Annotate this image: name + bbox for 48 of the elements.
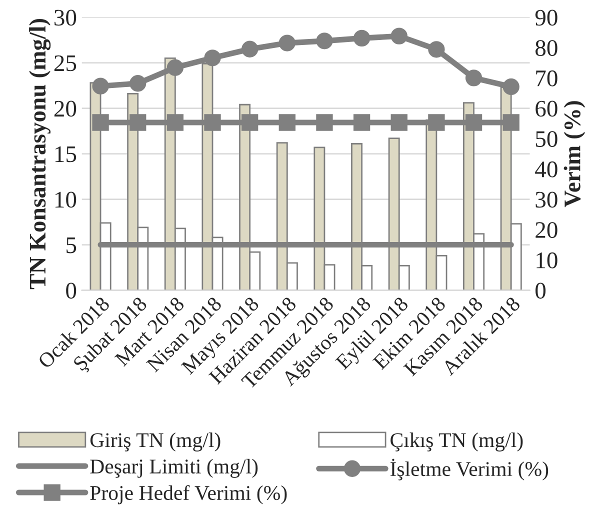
point <box>166 114 184 131</box>
y-axis-title: TN Konsantrasyonu (mg/l) <box>29 19 51 290</box>
legend-label: Giriş TN (mg/l) <box>90 432 220 452</box>
point <box>166 59 184 76</box>
point <box>316 114 333 131</box>
point <box>130 75 146 92</box>
point <box>390 28 408 44</box>
y-tick-label: 25 <box>54 55 76 72</box>
y-tick-label: 10 <box>55 192 76 208</box>
legend-label: Proje Hedef Verimi (%) <box>90 485 287 504</box>
y2-tick-label: 60 <box>536 100 558 117</box>
y-tick-label: 30 <box>54 10 76 26</box>
point <box>130 114 146 131</box>
point <box>353 114 370 131</box>
point <box>278 34 296 52</box>
point <box>204 114 221 131</box>
point <box>92 78 109 94</box>
point <box>241 40 258 58</box>
point <box>502 114 520 131</box>
point <box>316 32 333 50</box>
legend-label: Çıkış TN (mg/l) <box>390 432 523 452</box>
y2-tick-label: 50 <box>536 131 558 148</box>
point <box>92 114 109 131</box>
point <box>204 50 221 66</box>
point <box>241 114 258 131</box>
y-tick-label: 15 <box>55 146 76 162</box>
y2-tick-label: 40 <box>535 161 558 178</box>
y-tick-label: 5 <box>66 237 76 254</box>
y2-tick-label: 80 <box>536 40 558 56</box>
y2-tick-label: 70 <box>536 70 558 86</box>
point <box>390 114 408 131</box>
point <box>502 78 520 96</box>
y2-tick-label: 20 <box>536 222 558 238</box>
y2-tick-label: 90 <box>535 10 558 26</box>
y2-tick-label: 30 <box>536 192 558 208</box>
point <box>428 41 445 58</box>
legend-label: İşletme Verimi (%) <box>390 458 548 480</box>
point <box>428 114 445 131</box>
y-tick-label: 20 <box>54 100 76 117</box>
point <box>353 30 370 47</box>
y2-tick-label: 10 <box>536 252 558 268</box>
y2-tick-label: 0 <box>536 282 546 299</box>
y-tick-label: 0 <box>66 282 76 299</box>
point <box>278 114 296 131</box>
point <box>465 70 482 86</box>
legend-label: Deşarj Limiti (mg/l) <box>90 458 258 478</box>
y2-axis-title: Verim (%) <box>564 101 586 208</box>
point <box>465 114 482 131</box>
